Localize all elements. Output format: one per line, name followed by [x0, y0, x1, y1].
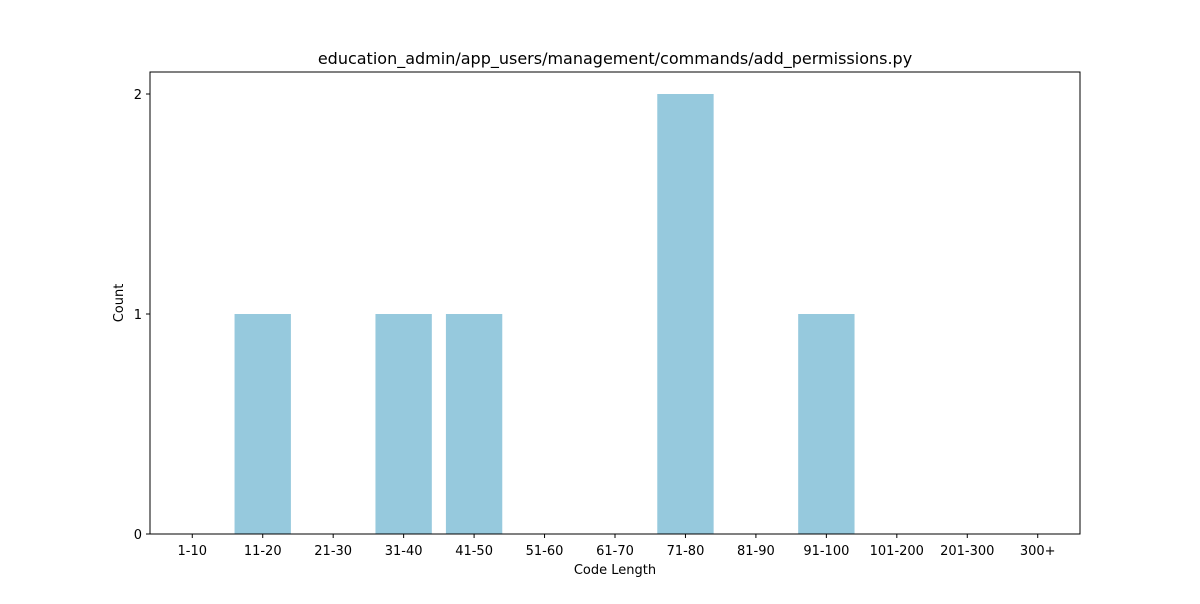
- y-tick-label: 1: [134, 308, 142, 323]
- x-tick-label: 21-30: [314, 544, 352, 559]
- bars-layer: [234, 94, 855, 534]
- y-axis-label: Count: [112, 284, 127, 323]
- x-axis: 1-10 11-20 21-30 31-40 41-50 51-60 61-70 71-80 8…: [178, 534, 1056, 559]
- x-tick-label: 11-20: [244, 544, 282, 559]
- bar-91-100: [798, 314, 855, 534]
- x-tick-label: 91-100: [803, 544, 849, 559]
- x-tick-label: 81-90: [737, 544, 775, 559]
- x-tick-label: 201-300: [940, 544, 994, 559]
- chart-title: education_admin/app_users/management/com…: [318, 49, 912, 69]
- bar-71-80: [657, 94, 714, 534]
- x-tick-label: 51-60: [526, 544, 564, 559]
- bar-31-40: [375, 314, 432, 534]
- bar-11-20: [234, 314, 291, 534]
- x-tick-label: 31-40: [385, 544, 423, 559]
- x-tick-label: 300+: [1020, 544, 1056, 559]
- x-tick-label: 61-70: [596, 544, 634, 559]
- y-tick-label: 2: [134, 88, 142, 103]
- x-tick-label: 1-10: [178, 544, 208, 559]
- x-tick-label: 41-50: [455, 544, 493, 559]
- bar-41-50: [445, 314, 503, 534]
- x-tick-label: 101-200: [870, 544, 924, 559]
- y-tick-label: 0: [134, 528, 142, 543]
- y-axis: 0 1 2: [134, 88, 150, 543]
- x-axis-label: Code Length: [574, 563, 656, 578]
- x-tick-label: 71-80: [667, 544, 705, 559]
